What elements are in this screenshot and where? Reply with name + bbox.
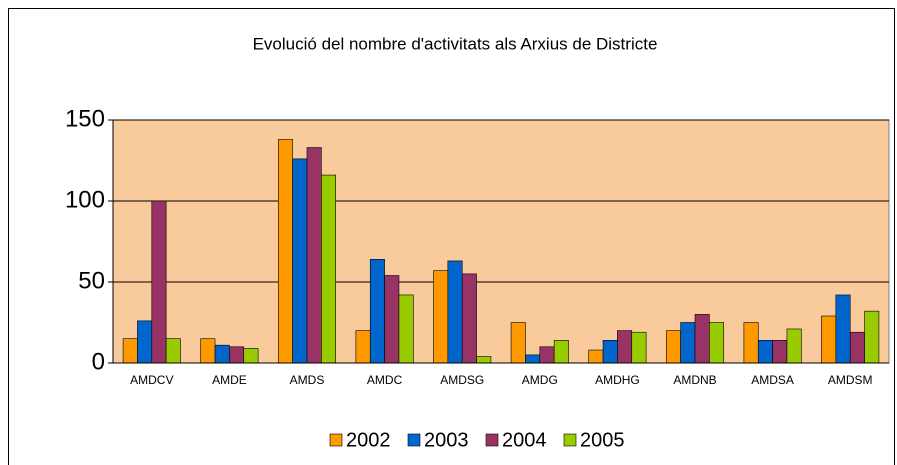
bar (835, 294, 851, 364)
x-tick-label: AMDC (367, 373, 403, 387)
bar (588, 349, 604, 364)
bar (292, 158, 308, 364)
bar (306, 147, 322, 364)
x-tick-label: AMDSM (828, 373, 873, 387)
bar (447, 260, 463, 364)
bar (680, 322, 696, 364)
bar (864, 310, 880, 364)
x-tick-label: AMDSA (751, 373, 794, 387)
y-tick-label: 50 (78, 267, 105, 294)
bar (694, 314, 710, 364)
x-tick-label: AMDS (290, 373, 325, 387)
bar (165, 338, 181, 364)
bar (122, 338, 138, 364)
x-tick-label: AMDSG (440, 373, 484, 387)
plot-area (112, 119, 890, 364)
bar (525, 354, 541, 364)
bar (821, 315, 837, 364)
legend-label: 2002 (346, 429, 391, 451)
bar (510, 322, 526, 364)
bar (321, 174, 337, 364)
legend-label: 2005 (580, 429, 625, 451)
bar (617, 330, 633, 364)
bar (243, 348, 259, 364)
bar (553, 340, 569, 364)
bar (200, 338, 216, 364)
bar (461, 273, 477, 364)
bar (602, 340, 618, 364)
bar (849, 331, 865, 364)
bar (743, 322, 759, 364)
x-tick-label: AMDHG (595, 373, 640, 387)
bar (151, 200, 167, 364)
bar (631, 331, 647, 364)
bar (757, 340, 773, 364)
y-tick-label: 0 (92, 348, 105, 375)
legend-swatch (329, 433, 343, 447)
y-tick-label: 150 (65, 105, 105, 132)
x-tick-label: AMDG (522, 373, 558, 387)
bar (476, 356, 492, 364)
legend-swatch (563, 433, 577, 447)
bar (539, 346, 555, 364)
legend-swatch (407, 433, 421, 447)
bar (369, 259, 385, 364)
bar (665, 330, 681, 364)
legend-label: 2004 (502, 429, 547, 451)
legend-swatch (485, 433, 499, 447)
bar (433, 270, 449, 364)
bar (355, 330, 371, 364)
bar (214, 344, 230, 364)
bar (229, 346, 245, 364)
bar (772, 340, 788, 364)
bar (398, 294, 414, 364)
x-tick-label: AMDNB (673, 373, 716, 387)
bar (277, 139, 293, 364)
x-tick-label: AMDE (212, 373, 247, 387)
bar (137, 320, 153, 364)
bar (786, 328, 802, 364)
x-tick-label: AMDCV (130, 373, 173, 387)
bar (384, 275, 400, 364)
bar (709, 322, 725, 364)
chart-title: Evolució del nombre d'activitats als Arx… (253, 34, 658, 53)
legend-label: 2003 (424, 429, 469, 451)
y-tick-label: 100 (65, 186, 105, 213)
